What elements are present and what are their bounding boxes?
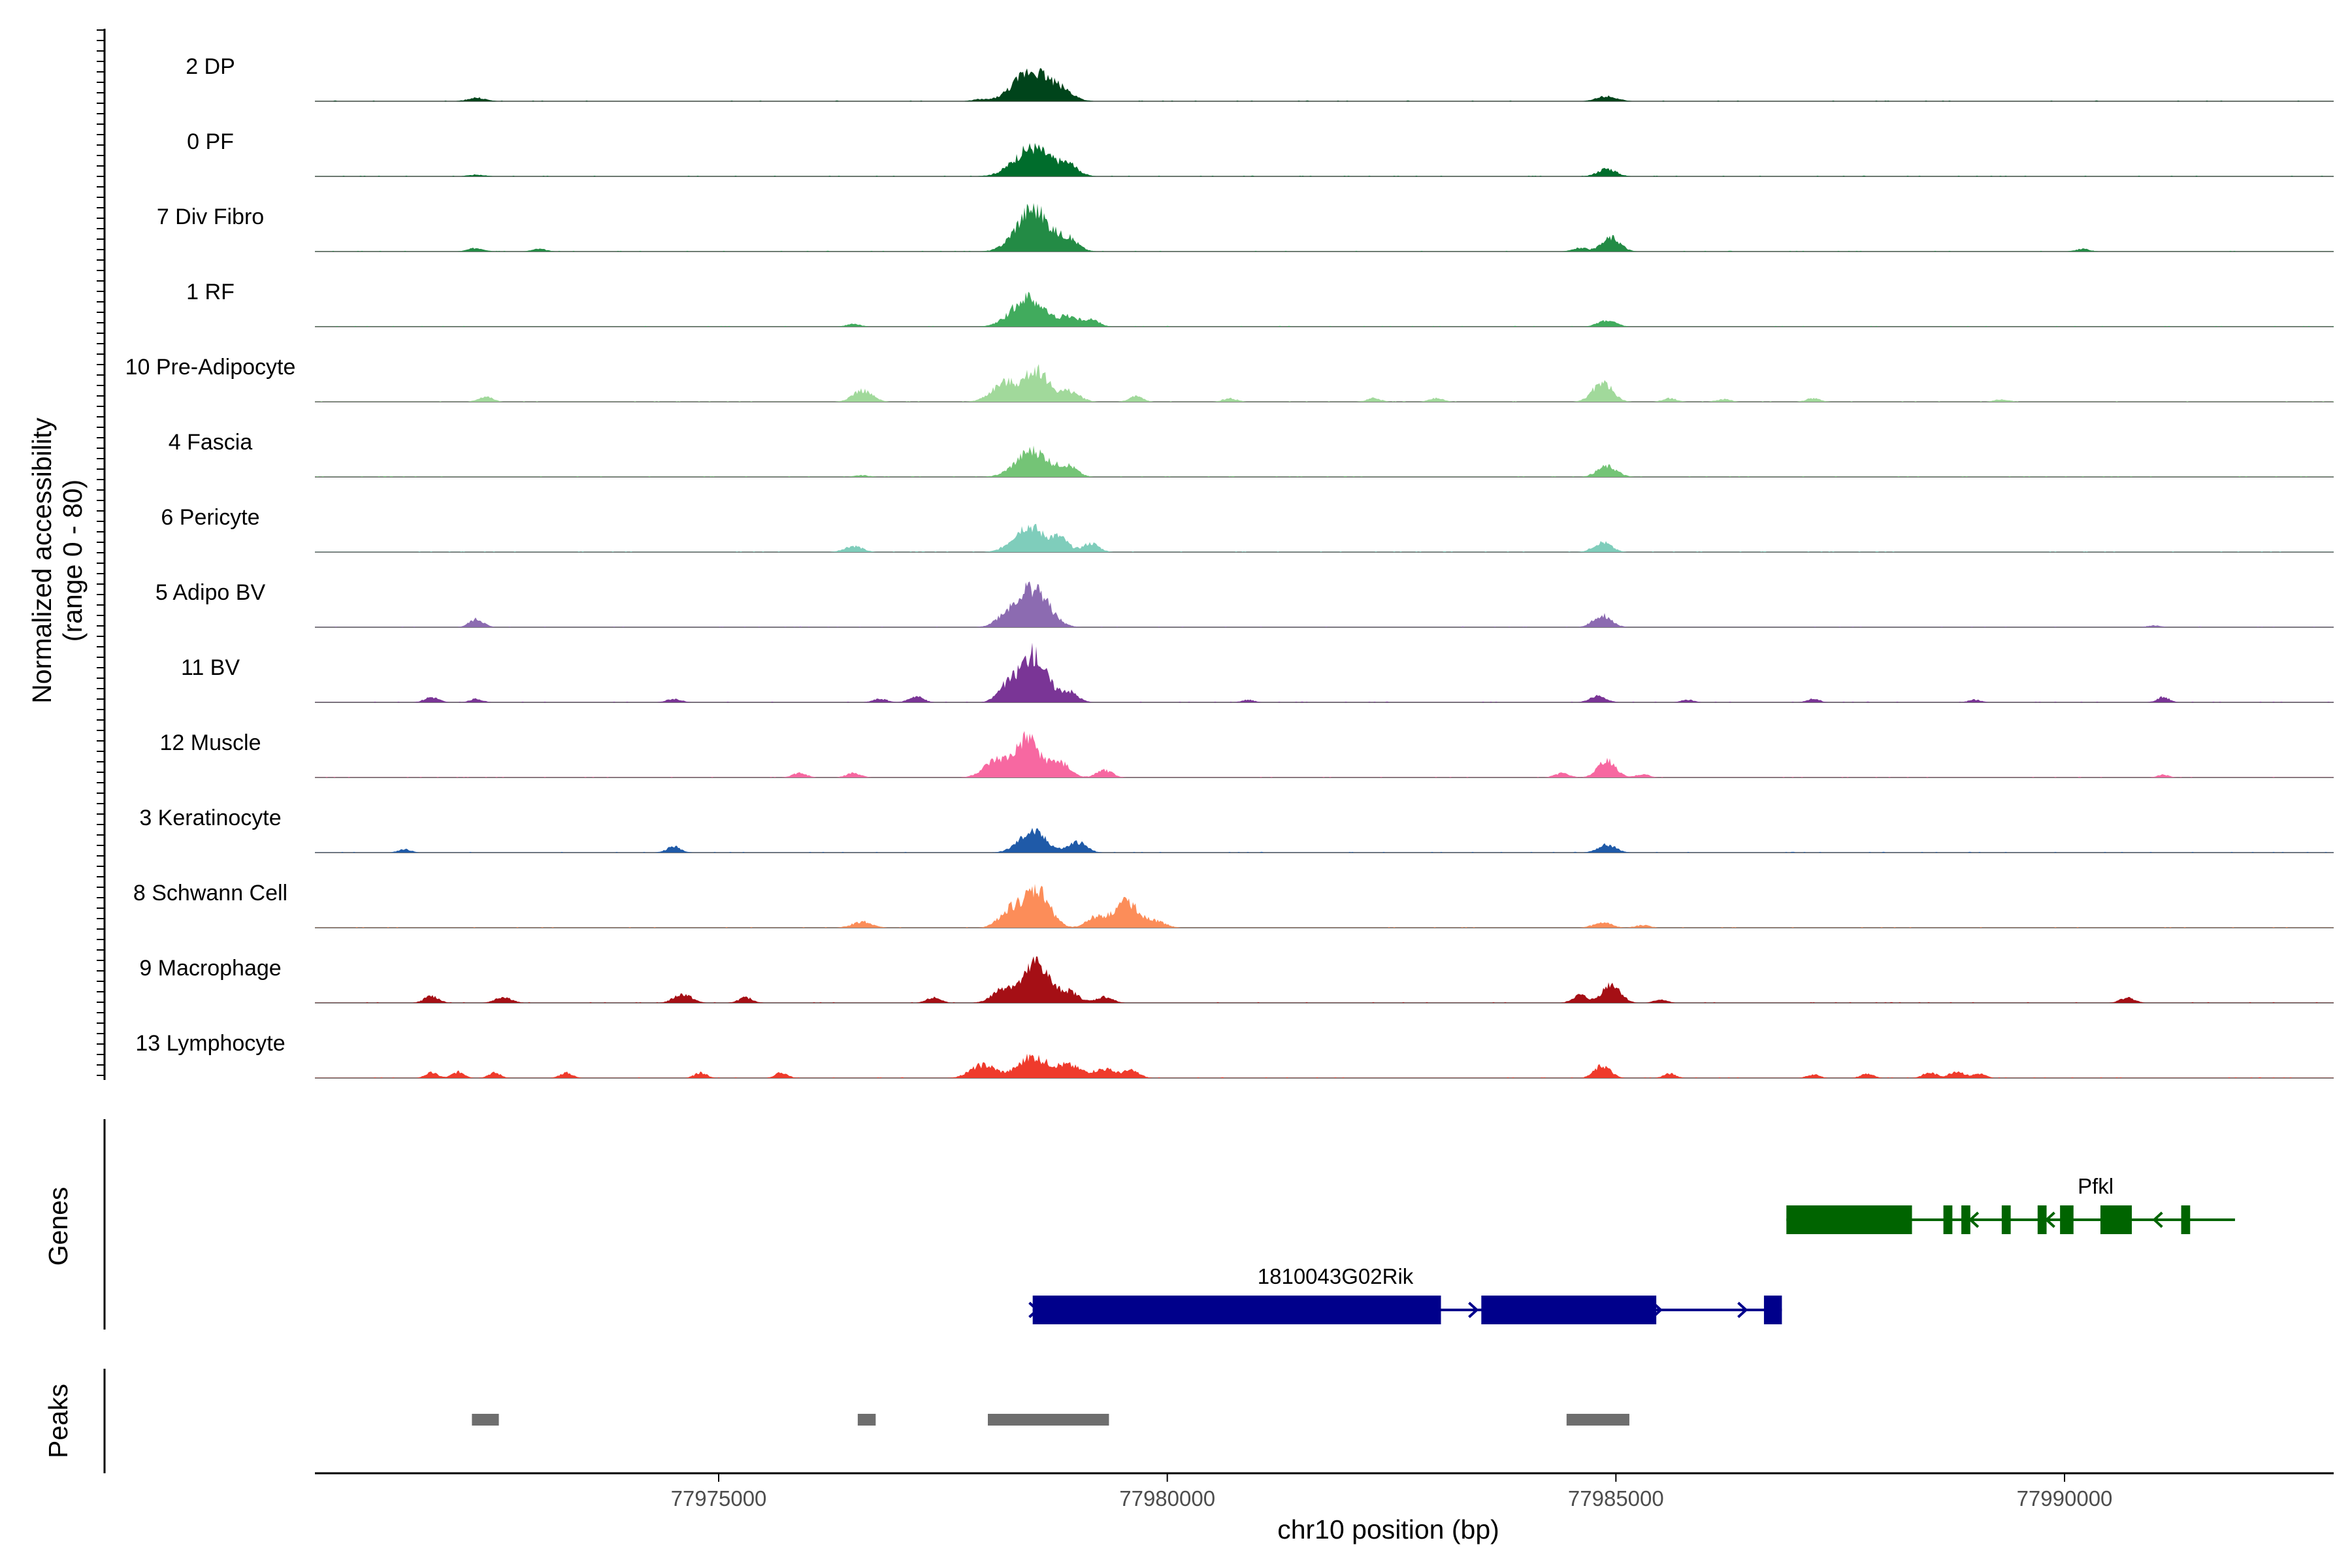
gene-exon [2181,1205,2191,1234]
track-2-dp: 2 DP [186,54,2334,102]
gene-exon [1032,1296,1441,1324]
track-1-rf: 1 RF [186,280,2334,327]
track-0-pf: 0 PF [187,129,2334,177]
track-8-schwann-cell: 8 Schwann Cell [133,881,2334,928]
track-label: 3 Keratinocyte [139,806,281,830]
gene-exon [1961,1205,1970,1234]
gene-exon [1481,1296,1657,1324]
x-axis-tick-label: 77990000 [2017,1486,2113,1511]
track-label: 0 PF [187,129,234,154]
peak-region [1566,1414,1629,1426]
track-signal-area [315,642,2334,702]
gene-strand-arrow [1468,1301,1479,1318]
peak-region [988,1414,1109,1426]
track-label: 12 Muscle [160,730,261,755]
gene-exon [1763,1296,1782,1324]
track-label: 11 BV [181,655,240,680]
gene-label: Pfkl [2078,1174,2114,1198]
track-label: 13 Lymphocyte [135,1031,285,1056]
track-label: 10 Pre-Adipocyte [125,355,296,380]
gene-exon [2060,1205,2074,1234]
track-label: 7 Div Fibro [157,204,264,229]
genes-panel: Genes Pfkl 1810043G02Rik [43,1119,2235,1330]
peaks-panel-label: Peaks [43,1384,73,1458]
track-signal-area [315,730,2334,777]
track-signal-area [315,956,2334,1003]
accessibility-tracks: 2 DP 0 PF 7 Div Fibro 1 RF 10 Pre-Adipocyte 4… [125,54,2334,1079]
gene-exon [1943,1205,1953,1234]
track-label: 1 RF [186,280,235,304]
track-signal-area [315,68,2334,101]
peak-region [857,1414,876,1426]
x-axis-tick-label: 77975000 [671,1486,767,1511]
track-6-pericyte: 6 Pericyte [161,505,2334,553]
track-4-fascia: 4 Fascia [169,430,2334,478]
track-3-keratinocyte: 3 Keratinocyte [139,806,2334,853]
track-12-muscle: 12 Muscle [160,730,2334,778]
track-label: 9 Macrophage [139,956,281,981]
track-signal-area [315,364,2334,402]
y-axis: Normalized accessibility (range 0 - 80) [27,29,106,1080]
track-signal-area [315,142,2334,176]
y-axis-label-line1: Normalized accessibility [27,417,57,704]
genes-panel-label: Genes [43,1187,73,1266]
track-label: 5 Adipo BV [155,580,266,605]
gene-exon [2037,1205,2047,1234]
x-axis: chr10 position (bp) 77975000 77980000 7798… [315,1472,2334,1544]
gene-strand-arrow [2044,1211,2055,1228]
track-label: 4 Fascia [169,430,253,455]
gene-strand-arrow [1652,1301,1663,1318]
track-13-lymphocyte: 13 Lymphocyte [135,1031,2334,1079]
track-signal-area [315,828,2334,853]
y-axis-label-line2: (range 0 - 80) [57,480,88,642]
gene-strand-arrow [1028,1301,1039,1318]
track-signal-area [315,523,2334,552]
gene-exon [1786,1205,1912,1234]
gene-strand-arrow [2152,1211,2163,1228]
gene-1810043g02rik: 1810043G02Rik [1028,1264,1782,1324]
peak-region [472,1414,499,1426]
track-label: 8 Schwann Cell [133,881,287,906]
gene-strand-arrow [1737,1301,1748,1318]
track-label: 2 DP [186,54,235,79]
track-label: 6 Pericyte [161,505,259,530]
track-signal-area [315,445,2334,477]
track-signal-area [315,1053,2334,1078]
track-signal-area [315,291,2334,327]
x-axis-label: chr10 position (bp) [1277,1514,1499,1544]
x-axis-tick-label: 77980000 [1119,1486,1215,1511]
gene-exon [2100,1205,2132,1234]
peaks-panel: Peaks [43,1369,1629,1473]
track-9-macrophage: 9 Macrophage [139,956,2334,1004]
gene-strand-arrow [1968,1211,1980,1228]
track-signal-area [315,581,2334,627]
track-signal-area [315,203,2334,252]
track-11-bv: 11 BV [181,642,2334,703]
track-signal-area [315,883,2334,928]
track-5-adipo-bv: 5 Adipo BV [155,580,2334,628]
track-7-div-fibro: 7 Div Fibro [157,203,2334,252]
track-10-pre-adipocyte: 10 Pre-Adipocyte [125,355,2334,402]
gene-pfkl: Pfkl [1786,1174,2235,1234]
gene-exon [2001,1205,2011,1234]
x-axis-tick-label: 77985000 [1568,1486,1664,1511]
gene-label: 1810043G02Rik [1258,1264,1414,1288]
